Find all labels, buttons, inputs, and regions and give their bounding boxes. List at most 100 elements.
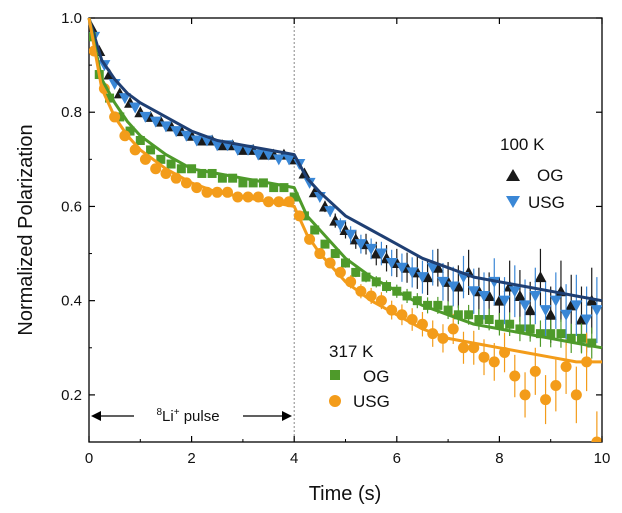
data-point	[365, 243, 378, 255]
data-point	[544, 308, 557, 320]
legend-100k-usg-marker	[506, 196, 520, 208]
data-point	[447, 323, 459, 335]
data-point	[519, 389, 531, 401]
data-point	[139, 111, 152, 123]
data-point	[513, 289, 526, 301]
data-point	[129, 102, 142, 114]
data-point	[146, 145, 156, 155]
data-point	[252, 149, 265, 161]
data-point	[453, 310, 463, 320]
data-point	[334, 220, 347, 232]
data-point	[190, 135, 203, 147]
x-tick-label-0: 0	[85, 450, 93, 467]
y-tick-label-1: 0.4	[61, 293, 82, 310]
pulse-label-element: Li	[162, 408, 174, 425]
pulse-arrowhead-left	[91, 411, 101, 421]
data-point	[351, 267, 361, 277]
data-point	[159, 121, 172, 133]
data-point	[341, 258, 350, 268]
data-point	[257, 148, 270, 160]
legend-100k-og-label: OG	[537, 166, 563, 185]
data-point	[361, 272, 371, 282]
pulse-label-word: pulse	[180, 408, 220, 425]
data-point	[426, 262, 439, 274]
data-point	[370, 247, 383, 259]
data-point	[423, 300, 433, 310]
data-point	[228, 173, 238, 183]
data-point	[565, 299, 578, 311]
data-point	[135, 135, 145, 145]
fit-curve-2	[87, 17, 602, 364]
y-tick-label-4: 1.0	[61, 10, 82, 27]
data-point	[575, 313, 588, 325]
data-point	[166, 159, 176, 169]
legend-100k-og-marker	[506, 169, 520, 181]
axes: 0 2 4 6 8 10 0.2 0.4 0.6 0.8 1.0	[61, 10, 610, 467]
legend-100k-title: 100 K	[500, 135, 545, 154]
data-point	[248, 178, 258, 188]
data-point	[149, 116, 162, 128]
data-point	[216, 139, 229, 151]
data-point	[478, 290, 491, 302]
data-point	[330, 249, 340, 259]
data-point	[231, 144, 244, 156]
data-point	[457, 342, 469, 354]
data-point	[560, 361, 572, 373]
series-100k-usg	[89, 31, 602, 353]
data-point	[269, 183, 279, 193]
pulse-label-charge: +	[174, 407, 180, 418]
data-point	[478, 351, 490, 363]
data-point	[344, 229, 357, 241]
data-point	[570, 300, 583, 312]
data-point	[180, 130, 193, 142]
data-point	[535, 329, 545, 339]
data-point	[529, 365, 541, 377]
data-point	[566, 333, 576, 343]
data-point	[534, 271, 547, 283]
data-point	[406, 267, 419, 279]
legend-317k-og-label: OG	[363, 367, 389, 386]
data-point	[385, 257, 398, 269]
fit-curves	[87, 17, 603, 364]
data-point	[590, 305, 602, 317]
x-tick-label-1: 2	[187, 450, 195, 467]
data-point	[324, 206, 337, 218]
data-point	[488, 356, 500, 368]
data-point	[549, 295, 562, 307]
data-point	[529, 290, 542, 302]
data-point	[447, 281, 460, 293]
data-point	[395, 262, 408, 274]
data-point	[587, 338, 597, 348]
data-point	[484, 315, 494, 325]
pulse-label-isotope: 8	[156, 407, 162, 418]
data-point	[421, 271, 434, 283]
data-point	[170, 126, 183, 138]
data-point	[546, 329, 556, 339]
data-series	[89, 21, 602, 442]
data-point	[560, 309, 573, 321]
x-tick-label-5: 10	[594, 450, 611, 467]
y-tick-label-0: 0.2	[61, 387, 82, 404]
data-point	[515, 324, 525, 334]
data-point	[375, 248, 388, 260]
pulse-annotation: 8Li+ pulse	[91, 407, 292, 425]
series-317k-og	[89, 32, 597, 359]
data-point	[217, 173, 227, 183]
data-point	[236, 143, 249, 155]
x-axis-title: Time (s)	[309, 483, 382, 505]
data-point	[431, 261, 444, 273]
data-point	[118, 93, 131, 105]
data-point	[494, 319, 504, 329]
x-tick-label-3: 6	[393, 450, 401, 467]
data-point	[550, 379, 562, 391]
data-point	[412, 296, 422, 306]
data-point	[556, 329, 566, 339]
data-point	[483, 289, 496, 301]
data-point	[464, 310, 474, 320]
legend-317k-usg-marker	[329, 395, 341, 407]
data-point	[125, 126, 135, 136]
fit-curve-1	[87, 17, 603, 350]
data-point	[320, 239, 330, 249]
data-point	[416, 272, 429, 284]
